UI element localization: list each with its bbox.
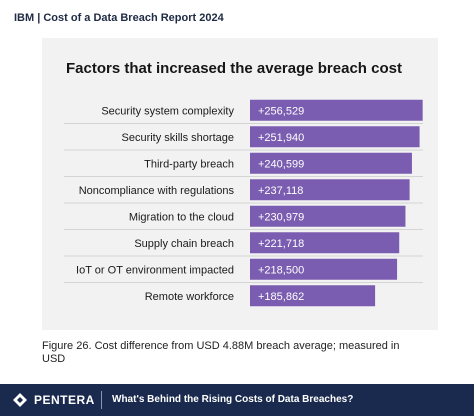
bar-value-label: +221,718 bbox=[258, 238, 304, 250]
bar bbox=[250, 285, 376, 307]
category-label: Remote workforce bbox=[145, 291, 234, 303]
bar-value-label: +230,979 bbox=[258, 211, 304, 223]
pentera-logo-icon bbox=[13, 393, 27, 407]
bar-value-label: +240,599 bbox=[258, 158, 304, 170]
category-label: Security skills shortage bbox=[122, 132, 235, 144]
bar bbox=[250, 126, 420, 148]
bar-value-label: +251,940 bbox=[258, 132, 304, 144]
footer-divider bbox=[101, 391, 102, 409]
figure-caption: Figure 26. Cost difference from USD 4.88… bbox=[42, 340, 400, 365]
bar bbox=[250, 152, 412, 174]
chart-panel: Factors that increased the average breac… bbox=[42, 38, 438, 330]
bar-value-label: +218,500 bbox=[258, 264, 304, 276]
bar bbox=[250, 179, 410, 201]
bar-value-label: +185,862 bbox=[258, 291, 304, 303]
brand-name: PENTERA bbox=[34, 393, 95, 407]
bar-chart: Security system complexity +256,529 Securi… bbox=[64, 99, 423, 307]
bar bbox=[250, 205, 406, 227]
category-label: Migration to the cloud bbox=[129, 211, 234, 223]
category-label: Third-party breach bbox=[144, 158, 234, 170]
bar bbox=[250, 232, 400, 254]
footer-bar: PENTERA What's Behind the Rising Costs o… bbox=[0, 384, 474, 416]
chart-title: Factors that increased the average breac… bbox=[66, 60, 402, 77]
bar bbox=[250, 258, 398, 280]
category-label: Noncompliance with regulations bbox=[79, 185, 235, 197]
category-label: Supply chain breach bbox=[134, 238, 234, 250]
category-label: Security system complexity bbox=[101, 105, 234, 117]
category-label: IoT or OT environment impacted bbox=[76, 264, 234, 276]
footer-title: What's Behind the Rising Costs of Data B… bbox=[112, 394, 354, 405]
report-header: IBM | Cost of a Data Breach Report 2024 bbox=[14, 12, 224, 24]
bar-value-label: +237,118 bbox=[258, 185, 303, 197]
bar-value-label: +256,529 bbox=[258, 105, 304, 117]
bar bbox=[250, 99, 423, 121]
